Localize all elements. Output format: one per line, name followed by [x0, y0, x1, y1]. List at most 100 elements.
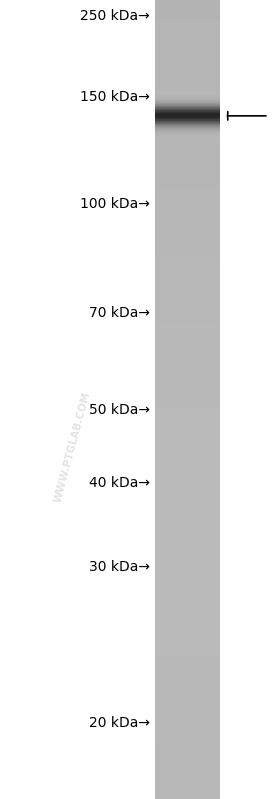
Bar	[155, 85, 220, 88]
Bar	[155, 125, 220, 127]
Bar	[155, 79, 220, 82]
Bar	[155, 133, 220, 136]
Bar	[155, 109, 220, 110]
Bar	[155, 657, 220, 661]
Bar	[155, 750, 220, 753]
Bar	[155, 7, 220, 10]
Bar	[155, 31, 220, 34]
Bar	[155, 769, 220, 773]
Bar	[155, 247, 220, 250]
Bar	[155, 34, 220, 38]
Bar	[155, 183, 220, 186]
Bar	[155, 577, 220, 581]
Bar	[155, 484, 220, 487]
Bar	[155, 97, 220, 98]
Bar	[155, 135, 220, 136]
Bar	[155, 686, 220, 690]
Bar	[155, 452, 220, 455]
Bar	[155, 101, 220, 103]
Bar	[155, 393, 220, 397]
Bar	[155, 361, 220, 365]
Bar	[155, 505, 220, 509]
Bar	[155, 532, 220, 535]
Bar	[155, 58, 220, 62]
Bar	[155, 111, 220, 114]
Bar	[155, 700, 220, 703]
Bar	[155, 551, 220, 554]
Bar	[155, 465, 220, 469]
Bar	[155, 110, 220, 111]
Bar	[155, 324, 220, 328]
Bar	[155, 473, 220, 477]
Bar	[155, 609, 220, 613]
Bar	[155, 449, 220, 453]
Bar	[155, 401, 220, 405]
Bar	[155, 284, 220, 288]
Bar	[155, 103, 220, 104]
Bar	[155, 118, 220, 119]
Bar	[155, 130, 220, 132]
Bar	[155, 396, 220, 400]
Bar	[155, 335, 220, 338]
Bar	[155, 620, 220, 623]
Bar	[155, 61, 220, 64]
Bar	[155, 540, 220, 543]
Bar	[155, 708, 220, 711]
Bar	[155, 273, 220, 277]
Bar	[155, 205, 220, 208]
Bar	[155, 412, 220, 415]
Bar	[155, 601, 220, 605]
Bar	[155, 207, 220, 210]
Bar	[155, 167, 220, 170]
Bar	[155, 300, 220, 304]
Bar	[155, 742, 220, 745]
Bar	[155, 77, 220, 80]
Bar	[155, 101, 220, 104]
Bar	[155, 447, 220, 450]
Bar	[155, 460, 220, 463]
Bar	[155, 407, 220, 410]
Bar	[155, 92, 220, 93]
Bar	[155, 758, 220, 761]
Bar	[155, 404, 220, 407]
Bar	[155, 660, 220, 663]
Bar	[155, 694, 220, 698]
Bar	[155, 790, 220, 793]
Bar	[155, 23, 220, 26]
Bar	[155, 761, 220, 765]
Bar	[155, 345, 220, 349]
Bar	[155, 50, 220, 54]
Bar	[155, 521, 220, 525]
Bar	[155, 652, 220, 655]
Bar	[155, 340, 220, 344]
Bar	[155, 260, 220, 264]
Bar	[155, 369, 220, 373]
Bar	[155, 625, 220, 629]
Bar	[155, 439, 220, 442]
Bar	[155, 138, 220, 139]
Bar	[155, 123, 220, 124]
Bar	[155, 129, 220, 130]
Bar	[155, 788, 220, 791]
Bar	[155, 69, 220, 72]
Bar	[155, 364, 220, 368]
Bar	[155, 684, 220, 687]
Bar	[155, 21, 220, 24]
Bar	[155, 128, 220, 129]
Bar	[155, 436, 220, 439]
Bar	[155, 181, 220, 184]
Bar	[155, 654, 220, 658]
Bar	[155, 582, 220, 586]
Bar	[155, 455, 220, 458]
Bar	[155, 121, 220, 122]
Bar	[155, 764, 220, 767]
Bar	[155, 508, 220, 511]
Bar	[155, 241, 220, 245]
Bar	[155, 149, 220, 152]
Text: 70 kDa→: 70 kDa→	[89, 306, 150, 320]
Bar	[155, 662, 220, 666]
Bar	[155, 5, 220, 8]
Bar	[155, 681, 220, 685]
Bar	[155, 705, 220, 709]
Bar	[155, 125, 220, 126]
